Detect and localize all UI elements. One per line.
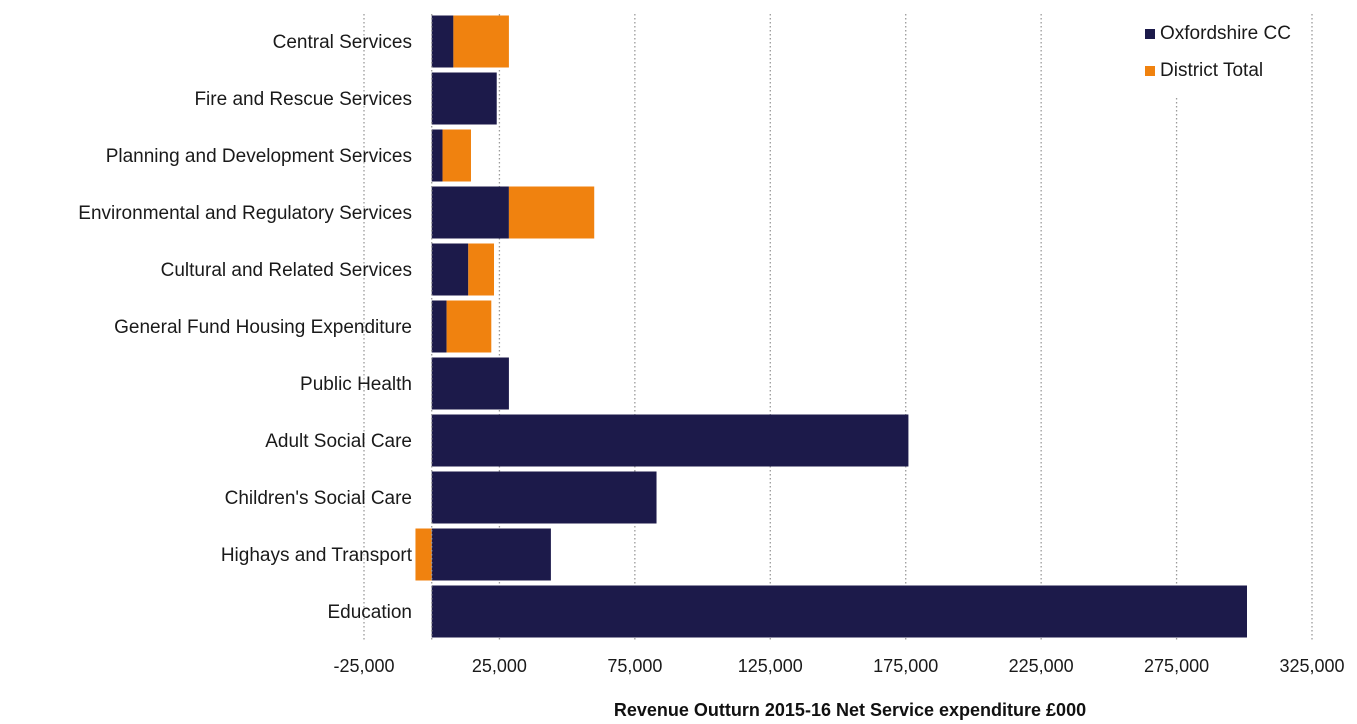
bar-oxfordshire-cc — [431, 471, 657, 524]
bar-oxfordshire-cc — [431, 357, 509, 410]
grid-lines — [363, 14, 1313, 640]
bar-district-total — [442, 129, 471, 182]
bar-oxfordshire-cc — [431, 129, 443, 182]
x-tick-label: 75,000 — [607, 656, 662, 676]
category-label: Central Services — [273, 32, 412, 53]
x-tick-label: 125,000 — [738, 656, 803, 676]
bar-oxfordshire-cc — [431, 414, 909, 467]
category-labels: Central Services Fire and Rescue Services… — [78, 32, 412, 623]
x-axis-title: Revenue Outturn 2015-16 Net Service expe… — [614, 700, 1086, 720]
category-label: Children's Social Care — [225, 488, 412, 509]
legend-background — [1108, 10, 1310, 96]
x-tick-label: 25,000 — [472, 656, 527, 676]
bar-oxfordshire-cc — [431, 186, 509, 239]
bar-oxfordshire-cc — [431, 72, 497, 125]
category-label: Education — [327, 602, 412, 623]
bar-oxfordshire-cc — [431, 15, 454, 68]
x-tick-label: 275,000 — [1144, 656, 1209, 676]
bars — [415, 15, 1247, 638]
bar-oxfordshire-cc — [431, 243, 469, 296]
bar-district-total — [446, 300, 492, 353]
bar-district-total — [453, 15, 509, 68]
category-label: Fire and Rescue Services — [194, 89, 412, 110]
x-tick-label: 175,000 — [873, 656, 938, 676]
bar-oxfordshire-cc — [431, 300, 447, 353]
bar-district-total — [415, 528, 432, 581]
legend-label: District Total — [1160, 60, 1263, 81]
category-label: Adult Social Care — [265, 431, 412, 452]
legend: Oxfordshire CC District Total — [1108, 10, 1310, 96]
legend-label: Oxfordshire CC — [1160, 23, 1291, 44]
category-label: Planning and Development Services — [106, 146, 412, 167]
bar-oxfordshire-cc — [431, 585, 1247, 638]
bar-oxfordshire-cc — [431, 528, 551, 581]
axes: -25,000 25,000 75,000 125,000 175,000 225,000… — [333, 14, 1345, 676]
bar-district-total — [468, 243, 495, 296]
legend-swatch — [1145, 66, 1155, 76]
category-label: Public Health — [300, 374, 412, 395]
category-label: Cultural and Related Services — [161, 260, 412, 281]
category-label: Highays and Transport — [221, 545, 413, 566]
bar-district-total — [508, 186, 595, 239]
legend-swatch — [1145, 29, 1155, 39]
x-tick-label: 325,000 — [1279, 656, 1344, 676]
x-tick-label: 225,000 — [1009, 656, 1074, 676]
category-label: Environmental and Regulatory Services — [78, 203, 412, 224]
category-label: General Fund Housing Expenditure — [114, 317, 412, 338]
x-tick-label: -25,000 — [333, 656, 394, 676]
